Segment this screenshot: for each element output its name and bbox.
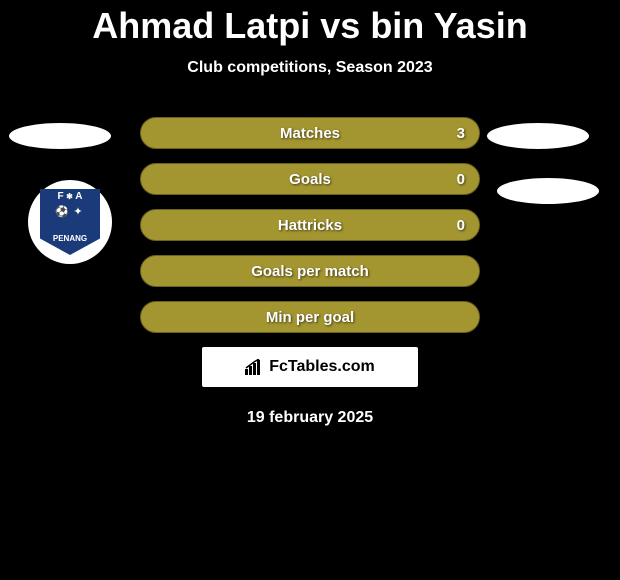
player-left-placeholder <box>9 123 111 149</box>
stat-bar-min-per-goal: Min per goal <box>140 301 480 333</box>
badge-icons: ⚽ ✦ <box>40 205 100 219</box>
stat-value: 0 <box>457 171 465 188</box>
stat-bar-hattricks: Hattricks 0 <box>140 209 480 241</box>
badge-shield: F ✱ A ⚽ ✦ PENANG <box>40 189 100 255</box>
stat-label: Hattricks <box>278 217 342 234</box>
comparison-subtitle: Club competitions, Season 2023 <box>0 59 620 77</box>
stats-container: Matches 3 Goals 0 Hattricks 0 Goals per … <box>140 117 480 333</box>
stat-label: Matches <box>280 125 340 142</box>
stat-label: Min per goal <box>266 309 354 326</box>
stat-label: Goals <box>289 171 331 188</box>
stat-bar-matches: Matches 3 <box>140 117 480 149</box>
date-display: 19 february 2025 <box>0 409 620 427</box>
badge-bottom-text: PENANG <box>40 234 100 243</box>
stat-bar-goals: Goals 0 <box>140 163 480 195</box>
watermark-brand: FcTables.com <box>269 358 375 376</box>
chart-icon <box>245 359 265 375</box>
club-badge: F ✱ A ⚽ ✦ PENANG <box>28 180 112 264</box>
stat-label: Goals per match <box>251 263 369 280</box>
stat-value: 3 <box>457 125 465 142</box>
watermark: FcTables.com <box>202 347 418 387</box>
player-right-placeholder-1 <box>487 123 589 149</box>
stat-value: 0 <box>457 217 465 234</box>
badge-top-text: F ✱ A <box>40 191 100 202</box>
player-right-placeholder-2 <box>497 178 599 204</box>
comparison-title: Ahmad Latpi vs bin Yasin <box>0 5 620 47</box>
stat-bar-goals-per-match: Goals per match <box>140 255 480 287</box>
